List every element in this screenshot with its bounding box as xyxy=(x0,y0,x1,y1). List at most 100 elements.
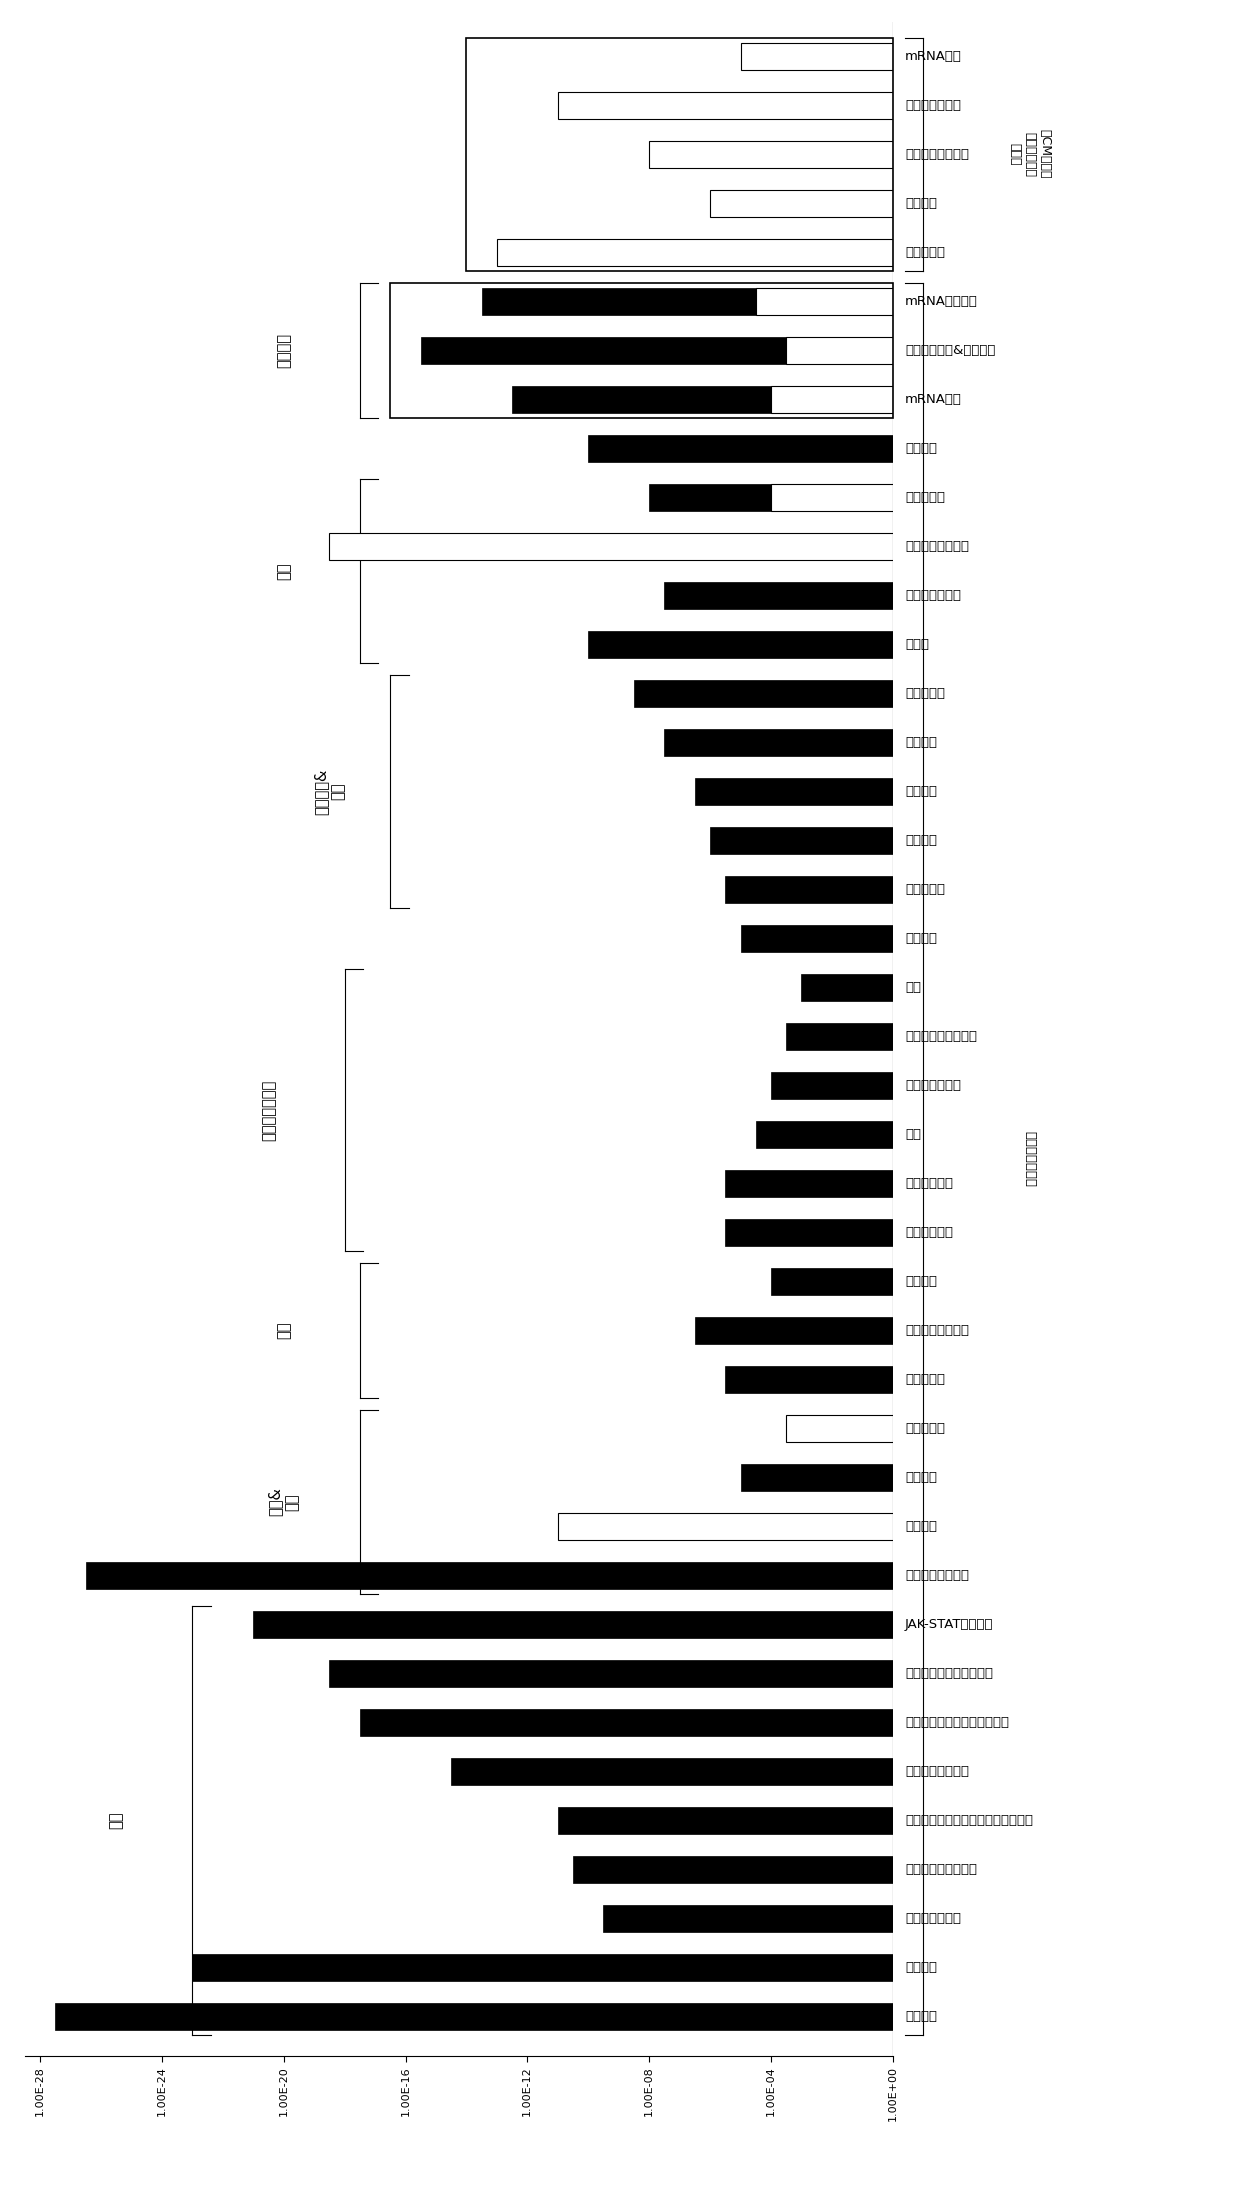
Text: 未被充分代表的: 未被充分代表的 xyxy=(1023,1131,1037,1188)
Bar xyxy=(634,680,893,706)
Bar xyxy=(801,973,893,1002)
Text: 细胞运动性: 细胞运动性 xyxy=(905,1422,945,1435)
Text: 外胚层发育: 外胚层发育 xyxy=(905,687,945,700)
Text: 信号转导: 信号转导 xyxy=(905,1962,937,1975)
Text: 血管发生: 血管发生 xyxy=(905,785,937,798)
Bar xyxy=(558,1513,893,1540)
Text: 胞外基质蛋白介导的信号: 胞外基质蛋白介导的信号 xyxy=(905,1666,993,1680)
Text: 蛋白折叠: 蛋白折叠 xyxy=(905,197,937,210)
Bar xyxy=(497,238,893,265)
Text: 蛋白分解: 蛋白分解 xyxy=(905,932,937,945)
Bar xyxy=(604,534,893,560)
Text: 胞内信号级联反应: 胞内信号级联反应 xyxy=(905,1765,968,1778)
Text: 外来体生物合成: 外来体生物合成 xyxy=(260,1078,277,1139)
Bar xyxy=(711,190,893,217)
Text: 基因表达: 基因表达 xyxy=(277,332,291,367)
Text: 核苷、核苷酸&核酸代谢: 核苷、核苷酸&核酸代谢 xyxy=(905,343,996,356)
Text: 骨骼发育: 骨骼发育 xyxy=(905,735,937,748)
Bar xyxy=(740,925,893,951)
Text: 氨基酸活化: 氨基酸活化 xyxy=(905,245,945,258)
Text: JAK-STAT级联反应: JAK-STAT级联反应 xyxy=(905,1618,993,1632)
Text: 血液凝固: 血液凝固 xyxy=(905,442,937,455)
Text: 细胞因子和趋化因子介导的信号途径: 细胞因子和趋化因子介导的信号途径 xyxy=(905,1813,1033,1826)
Bar xyxy=(420,337,893,363)
Bar xyxy=(786,1024,893,1050)
Text: 其他蛋白靶向和定位: 其他蛋白靶向和定位 xyxy=(905,1030,977,1043)
Bar xyxy=(771,1072,893,1098)
Text: 结构&
力学: 结构& 力学 xyxy=(268,1487,300,1516)
Text: 细胞粘附介导的信号: 细胞粘附介导的信号 xyxy=(905,1863,977,1876)
Bar xyxy=(451,1758,893,1785)
Text: 一般囊泡转运: 一般囊泡转运 xyxy=(905,1177,954,1190)
Text: 胞吞: 胞吞 xyxy=(905,1128,921,1142)
Bar xyxy=(665,728,893,757)
Bar xyxy=(253,1612,893,1638)
Bar xyxy=(391,282,893,418)
Bar xyxy=(771,483,893,512)
Bar xyxy=(755,289,893,315)
Text: 中胚层发育: 中胚层发育 xyxy=(905,884,945,897)
Bar xyxy=(588,435,893,461)
Bar xyxy=(725,1367,893,1393)
Text: 粒细胞介导的免疫: 粒细胞介导的免疫 xyxy=(905,1323,968,1336)
Bar xyxy=(817,92,893,118)
Bar xyxy=(588,630,893,658)
Text: 糖酵解: 糖酵解 xyxy=(905,639,929,652)
Bar xyxy=(771,385,893,413)
Bar xyxy=(512,385,893,413)
Bar xyxy=(817,1415,893,1441)
Text: 蛋白复合物组装: 蛋白复合物组装 xyxy=(905,98,961,112)
Text: 组织修复&
再生: 组织修复& 再生 xyxy=(314,768,346,814)
Text: 配体介导的信号: 配体介导的信号 xyxy=(905,1911,961,1925)
Text: 蛋白质代谢和修饰: 蛋白质代谢和修饰 xyxy=(905,540,968,553)
Bar xyxy=(740,44,893,70)
Bar xyxy=(725,1218,893,1247)
Bar xyxy=(360,1708,893,1736)
Bar xyxy=(755,1122,893,1148)
Bar xyxy=(771,1268,893,1295)
Text: 氨基酸代谢: 氨基酸代谢 xyxy=(905,490,945,503)
Text: 碳水化合物代谢: 碳水化合物代谢 xyxy=(905,588,961,601)
Bar xyxy=(192,1955,893,1981)
Text: 在CM而不是
外来体中过度
代表的: 在CM而不是 外来体中过度 代表的 xyxy=(1008,129,1052,179)
Bar xyxy=(466,37,893,271)
Text: 受体介导的胞吞: 受体介导的胞吞 xyxy=(905,1078,961,1091)
Text: 炎症: 炎症 xyxy=(277,1321,291,1338)
Bar xyxy=(604,1905,893,1931)
Bar xyxy=(832,140,893,168)
Text: 细胞结构和运动性: 细胞结构和运动性 xyxy=(905,1568,968,1581)
Bar xyxy=(786,337,893,363)
Text: mRNA剪接: mRNA剪接 xyxy=(905,50,962,63)
Bar xyxy=(786,1415,893,1441)
Bar xyxy=(711,827,893,853)
Bar xyxy=(330,1660,893,1686)
Text: 细胞结构: 细胞结构 xyxy=(905,1520,937,1533)
Bar xyxy=(650,483,893,512)
Bar xyxy=(694,779,893,805)
Bar xyxy=(665,582,893,608)
Text: mRNA转录调控: mRNA转录调控 xyxy=(905,295,978,308)
Text: 通讯: 通讯 xyxy=(109,1811,124,1828)
Bar xyxy=(86,1562,893,1590)
Text: 细胞粘附: 细胞粘附 xyxy=(905,1472,937,1485)
Text: 胞内蛋白运输: 胞内蛋白运输 xyxy=(905,1227,954,1238)
Bar xyxy=(481,289,893,315)
Bar xyxy=(832,190,893,217)
Bar xyxy=(573,1857,893,1883)
Bar xyxy=(725,1170,893,1196)
Text: mRNA转录: mRNA转录 xyxy=(905,394,962,407)
Text: 代谢: 代谢 xyxy=(277,562,291,580)
Bar xyxy=(711,1513,893,1540)
Bar xyxy=(847,238,893,265)
Bar xyxy=(694,1317,893,1343)
Bar xyxy=(558,1806,893,1835)
Text: 细胞通讯: 细胞通讯 xyxy=(905,2010,937,2023)
Text: 胞吐: 胞吐 xyxy=(905,980,921,993)
Bar xyxy=(740,1463,893,1492)
Bar xyxy=(56,2003,893,2030)
Bar xyxy=(330,534,893,560)
Text: 免疫和防御: 免疫和防御 xyxy=(905,1373,945,1387)
Text: 发育过程: 发育过程 xyxy=(905,833,937,846)
Bar xyxy=(558,92,893,118)
Text: 应激反应: 应激反应 xyxy=(905,1275,937,1288)
